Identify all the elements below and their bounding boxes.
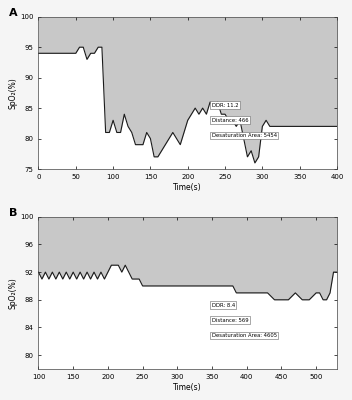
Text: DDR: 8.4: DDR: 8.4 [212, 302, 235, 308]
Text: A: A [8, 8, 17, 18]
Y-axis label: SpO₂(%): SpO₂(%) [8, 77, 17, 109]
Text: DDR: 11.2: DDR: 11.2 [212, 102, 238, 108]
Text: B: B [8, 208, 17, 218]
Y-axis label: SpO₂(%): SpO₂(%) [8, 277, 17, 309]
Text: Distance: 466: Distance: 466 [212, 118, 248, 123]
Text: Distance: 569: Distance: 569 [212, 318, 248, 323]
Text: Desaturation Area: 5454: Desaturation Area: 5454 [212, 133, 277, 138]
X-axis label: Time(s): Time(s) [174, 183, 202, 192]
Text: Desaturation Area: 4605: Desaturation Area: 4605 [212, 333, 277, 338]
X-axis label: Time(s): Time(s) [174, 383, 202, 392]
